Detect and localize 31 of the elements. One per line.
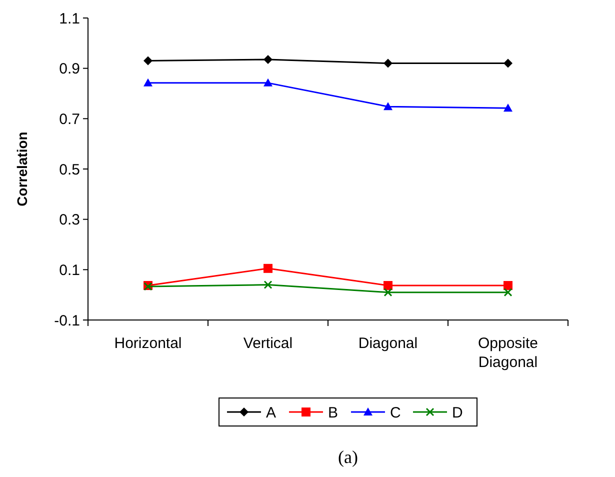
point [384, 58, 392, 68]
y-tick-label: 1.1 [59, 10, 80, 28]
y-tick-label: 0.1 [59, 262, 80, 279]
legend-label: B [328, 404, 338, 422]
point [384, 102, 392, 110]
x-tick-label: Vertical [243, 335, 293, 352]
point [384, 281, 392, 290]
point [144, 78, 152, 86]
y-tick-label: 0.7 [59, 110, 80, 128]
y-tick-label: 0.9 [59, 60, 80, 78]
legend-label: A [266, 404, 276, 422]
x-tick-label: Diagonal [358, 335, 418, 352]
point [384, 288, 392, 297]
point [504, 288, 512, 297]
legend-label: D [452, 404, 463, 422]
x-tick-label: Opposite Diagonal [478, 335, 538, 371]
y-tick-label: -0.1 [54, 312, 80, 330]
y-axis-title: Correlation [14, 132, 30, 206]
point [264, 264, 272, 273]
legend-label: C [390, 404, 401, 422]
point [504, 104, 512, 112]
point [264, 280, 272, 290]
y-tick-label: 0.3 [59, 212, 80, 229]
point [504, 281, 512, 290]
x-tick-label: Horizontal [114, 335, 182, 352]
point [504, 58, 512, 68]
point [264, 55, 272, 64]
y-tick-label: 0.5 [59, 161, 80, 178]
point [144, 56, 152, 66]
point [264, 78, 272, 86]
text: (a) [338, 447, 358, 467]
